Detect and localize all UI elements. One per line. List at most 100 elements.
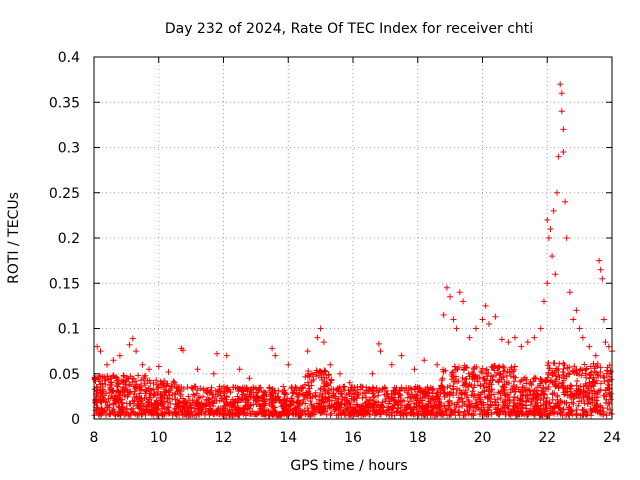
data-point: [155, 363, 162, 370]
data-point: [133, 348, 140, 355]
data-point: [116, 352, 123, 359]
data-point: [570, 316, 577, 323]
y-tick-label: 0.25: [49, 186, 80, 202]
data-point: [246, 375, 253, 382]
data-point: [450, 316, 457, 323]
data-point: [544, 216, 551, 223]
y-tick-label: 0.3: [58, 141, 80, 157]
data-point: [560, 149, 567, 155]
data-point: [562, 198, 569, 205]
data-point: [314, 334, 321, 341]
x-tick-label: 14: [279, 430, 297, 446]
data-point: [600, 316, 607, 323]
data-point: [327, 361, 334, 368]
data-point: [554, 189, 560, 196]
y-axis-label: ROTI / TECUs: [6, 192, 22, 284]
data-point: [456, 289, 463, 296]
data-point: [498, 336, 505, 343]
x-tick-label: 10: [150, 430, 168, 446]
data-point: [214, 350, 220, 357]
data-point: [547, 226, 554, 232]
data-point: [377, 348, 384, 355]
data-point: [596, 257, 603, 264]
data-point: [550, 207, 557, 214]
data-point: [346, 379, 353, 386]
data-point: [359, 384, 366, 391]
data-point: [549, 253, 556, 260]
data-point: [434, 361, 441, 368]
y-tick-label: 0.1: [58, 322, 80, 338]
data-point: [210, 370, 217, 377]
data-point: [269, 345, 276, 352]
data-point: [411, 366, 418, 373]
data-point: [110, 357, 117, 364]
data-point: [139, 361, 146, 368]
data-point: [511, 334, 518, 341]
data-point: [375, 340, 382, 347]
x-tick-label: 20: [474, 430, 492, 446]
data-point: [486, 321, 492, 327]
data-point: [558, 108, 565, 115]
data-point: [558, 90, 565, 97]
data-point: [236, 366, 243, 373]
data-point: [479, 316, 486, 323]
x-tick-label: 12: [215, 430, 233, 446]
data-point: [285, 361, 292, 368]
y-tick-label: 0.05: [49, 367, 80, 383]
data-point: [317, 325, 324, 332]
plot-frame: [93, 56, 613, 420]
x-tick-label: 22: [538, 430, 556, 446]
data-point: [453, 325, 460, 332]
data-point: [563, 235, 570, 241]
data-point: [541, 298, 547, 305]
data-point: [492, 313, 499, 320]
data-point: [165, 368, 172, 375]
x-tick-label: 8: [90, 430, 99, 446]
data-point: [129, 335, 136, 342]
data-point: [576, 325, 583, 332]
data-point: [369, 370, 376, 377]
data-points: [94, 81, 615, 391]
data-point: [555, 153, 562, 160]
data-point: [272, 352, 279, 359]
data-point: [320, 339, 327, 346]
data-point: [447, 293, 454, 300]
data-point: [544, 280, 551, 287]
data-point: [560, 126, 567, 133]
x-tick-label: 18: [409, 430, 427, 446]
data-point: [398, 352, 405, 359]
data-point: [337, 370, 343, 377]
data-point: [537, 325, 544, 332]
data-point: [552, 271, 559, 278]
data-point: [482, 302, 489, 309]
data-point: [104, 361, 110, 368]
y-tick-label: 0.15: [49, 276, 80, 292]
data-point: [545, 235, 552, 241]
x-tick-label: 24: [603, 430, 621, 446]
chart-title: Day 232 of 2024, Rate Of TEC Index for r…: [165, 21, 533, 37]
data-point: [421, 357, 428, 364]
background-noise-markers: [91, 359, 615, 419]
data-point: [592, 352, 599, 359]
axis-ticks: 8 10 12 14 16 18 20 22 24 0 0.05 0.1 0.15 0.2 0.25 0.3 0…: [49, 50, 621, 446]
data-point: [566, 289, 573, 296]
y-tick-label: 0.2: [58, 231, 80, 247]
data-point: [194, 366, 201, 373]
data-point: [531, 334, 538, 341]
y-tick-label: 0.35: [49, 95, 80, 111]
data-point: [557, 81, 564, 88]
data-point: [146, 366, 152, 373]
data-point: [466, 334, 473, 341]
grid-lines: [94, 57, 612, 419]
data-point: [605, 343, 612, 350]
data-point: [586, 343, 593, 350]
data-point: [573, 307, 580, 314]
data-point: [97, 348, 104, 355]
data-point: [443, 284, 450, 291]
data-point: [505, 339, 512, 346]
x-axis-label: GPS time / hours: [290, 458, 407, 474]
data-point: [126, 341, 133, 348]
data-point: [599, 275, 606, 282]
data-point: [223, 352, 230, 359]
